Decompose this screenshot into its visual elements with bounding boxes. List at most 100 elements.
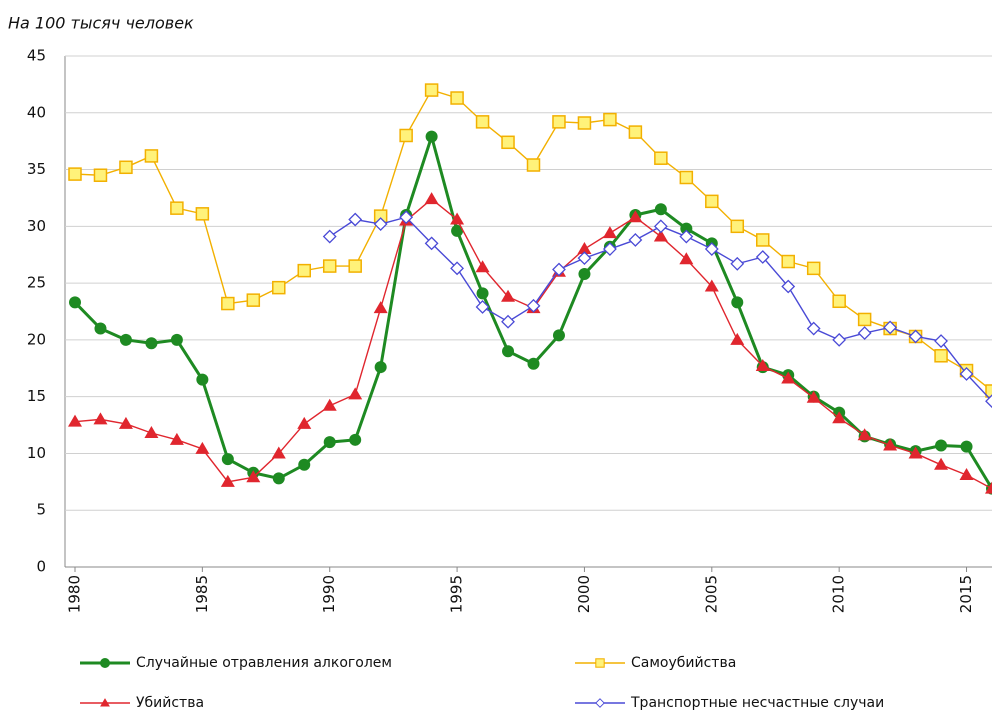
marker bbox=[424, 192, 439, 205]
marker bbox=[806, 390, 821, 403]
marker bbox=[577, 251, 592, 266]
y-tick-label: 30 bbox=[27, 217, 46, 235]
marker bbox=[654, 151, 668, 165]
marker bbox=[399, 210, 414, 225]
x-tick-label: 1985 bbox=[193, 575, 211, 613]
marker bbox=[424, 236, 439, 251]
marker bbox=[348, 259, 362, 273]
marker bbox=[93, 412, 108, 425]
marker bbox=[679, 229, 694, 244]
marker bbox=[552, 329, 565, 342]
marker bbox=[93, 168, 108, 182]
marker bbox=[985, 394, 992, 409]
x-tick-label: 1990 bbox=[320, 575, 338, 613]
marker bbox=[169, 432, 184, 445]
series-line bbox=[74, 89, 992, 392]
marker bbox=[653, 229, 668, 242]
marker bbox=[170, 201, 184, 215]
marker bbox=[781, 254, 795, 269]
x-tick-label: 2000 bbox=[575, 575, 593, 613]
marker bbox=[144, 426, 159, 439]
x-tick-label: 1980 bbox=[66, 575, 84, 613]
marker bbox=[374, 361, 387, 374]
marker bbox=[323, 436, 336, 449]
marker bbox=[450, 212, 465, 225]
marker bbox=[552, 115, 566, 129]
marker bbox=[653, 219, 668, 234]
marker bbox=[526, 158, 541, 172]
marker bbox=[934, 334, 948, 348]
unit-label: На 100 тысяч человек bbox=[8, 14, 194, 33]
marker bbox=[118, 416, 133, 429]
marker bbox=[781, 279, 796, 294]
marker bbox=[195, 441, 210, 454]
marker bbox=[883, 320, 898, 335]
marker bbox=[730, 332, 745, 345]
y-tick-label: 35 bbox=[27, 160, 46, 178]
marker bbox=[501, 314, 515, 329]
marker bbox=[679, 252, 694, 265]
marker bbox=[476, 287, 489, 300]
marker bbox=[959, 468, 974, 481]
marker bbox=[451, 224, 464, 237]
legend-label: Транспортные несчастные случаи bbox=[630, 695, 884, 711]
marker bbox=[781, 371, 796, 384]
marker bbox=[221, 296, 235, 311]
marker bbox=[730, 256, 745, 271]
marker bbox=[832, 332, 847, 347]
y-tick-label: 10 bbox=[27, 444, 46, 462]
marker bbox=[578, 268, 591, 281]
series bbox=[322, 210, 992, 409]
marker bbox=[272, 280, 286, 295]
x-tick-label: 2010 bbox=[830, 575, 848, 613]
marker bbox=[577, 242, 592, 255]
x-tick-label: 2005 bbox=[702, 575, 720, 613]
marker bbox=[501, 135, 515, 150]
marker bbox=[959, 367, 974, 381]
marker bbox=[502, 345, 515, 358]
marker bbox=[628, 233, 643, 247]
y-tick-label: 25 bbox=[27, 274, 46, 292]
marker bbox=[730, 219, 745, 234]
marker bbox=[297, 416, 312, 429]
marker bbox=[679, 170, 694, 185]
legend-label: Случайные отравления алкоголем bbox=[136, 655, 392, 671]
legend-marker bbox=[100, 658, 110, 668]
series bbox=[68, 192, 992, 494]
marker bbox=[349, 433, 362, 446]
marker bbox=[755, 359, 770, 372]
marker bbox=[985, 481, 992, 494]
marker bbox=[119, 333, 132, 346]
marker bbox=[526, 298, 541, 313]
marker bbox=[450, 261, 465, 276]
marker bbox=[501, 289, 516, 302]
marker bbox=[322, 229, 337, 244]
marker bbox=[144, 149, 159, 163]
marker bbox=[424, 83, 439, 97]
marker bbox=[654, 203, 667, 216]
marker bbox=[348, 387, 363, 400]
marker bbox=[731, 296, 744, 309]
marker bbox=[527, 357, 540, 370]
marker bbox=[373, 301, 388, 314]
y-tick-label: 15 bbox=[27, 387, 46, 405]
marker bbox=[475, 300, 490, 314]
marker bbox=[628, 210, 643, 223]
marker bbox=[425, 130, 438, 143]
marker bbox=[272, 472, 285, 485]
x-tick-label: 1995 bbox=[448, 575, 466, 613]
marker bbox=[603, 112, 617, 127]
marker bbox=[934, 457, 949, 470]
marker bbox=[577, 116, 592, 130]
marker bbox=[271, 446, 286, 459]
marker bbox=[857, 428, 872, 441]
marker bbox=[373, 217, 388, 231]
marker bbox=[680, 222, 693, 235]
marker bbox=[806, 321, 821, 336]
marker bbox=[399, 128, 413, 143]
marker bbox=[221, 453, 234, 466]
marker bbox=[119, 160, 133, 175]
marker bbox=[857, 312, 872, 327]
marker bbox=[170, 333, 183, 346]
